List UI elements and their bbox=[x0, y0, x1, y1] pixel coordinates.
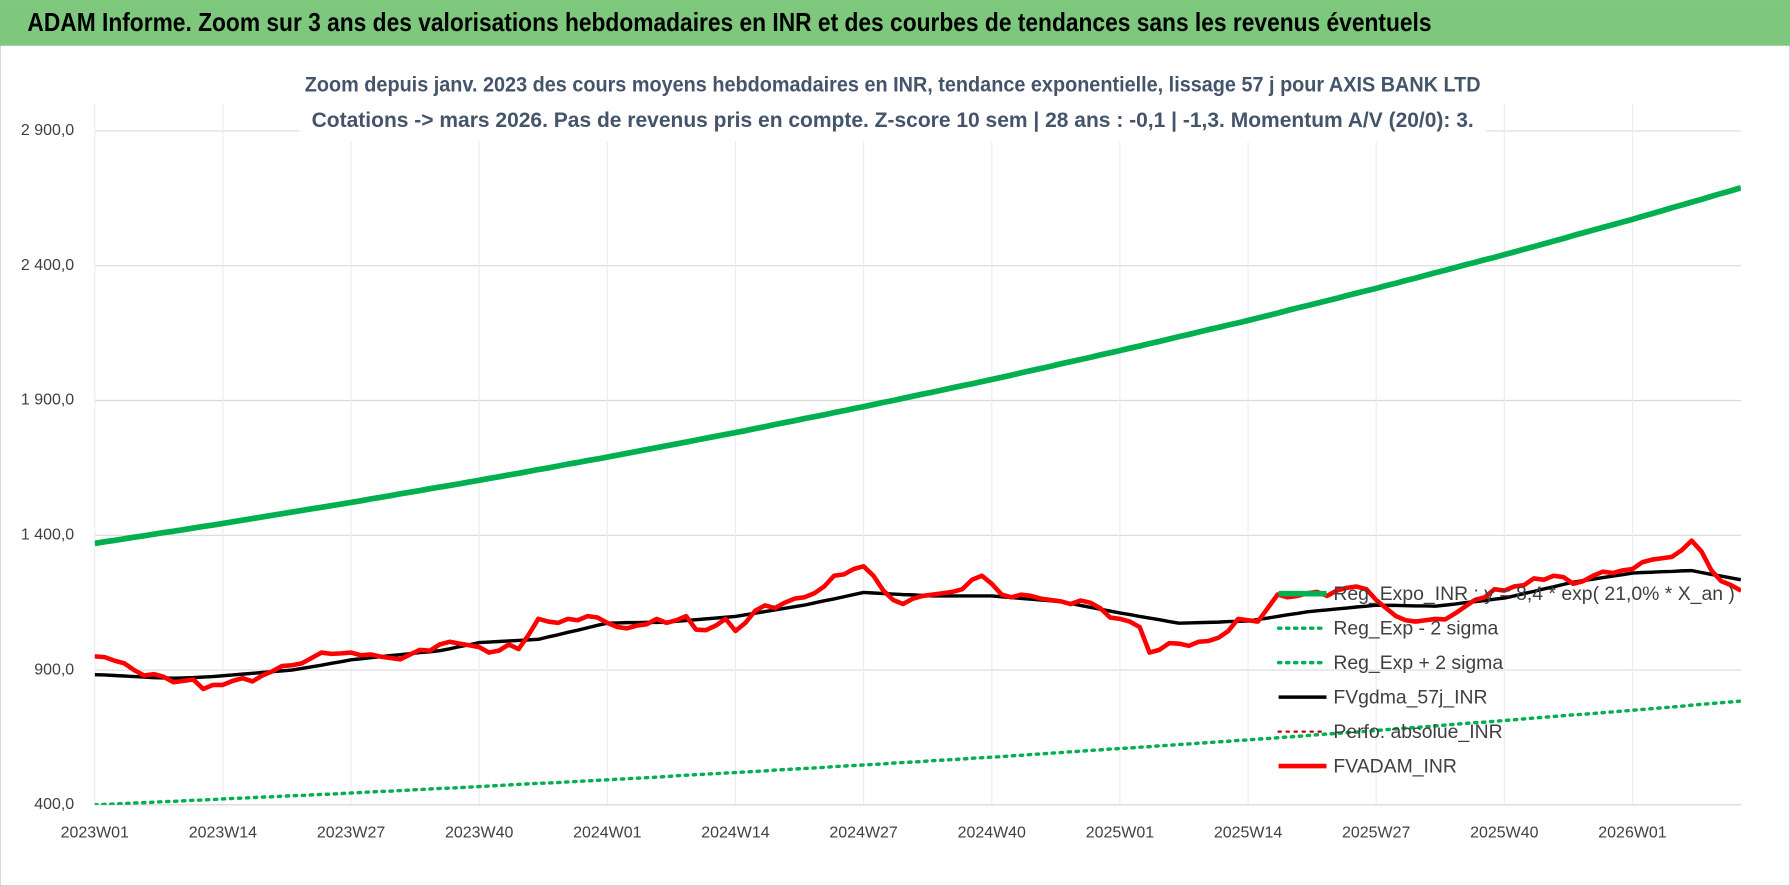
series-line bbox=[94, 699, 1741, 805]
y-tick-label: 2 900,0 bbox=[21, 122, 74, 139]
y-tick-label: 400,0 bbox=[34, 796, 74, 813]
y-tick-label: 900,0 bbox=[34, 661, 74, 678]
x-tick-label: 2025W14 bbox=[1214, 825, 1282, 842]
x-tick-label: 2026W01 bbox=[1598, 825, 1666, 842]
series-line bbox=[94, 185, 1741, 547]
x-tick-label: 2023W01 bbox=[61, 825, 129, 842]
subtitle-line: Zoom depuis janv. 2023 des cours moyens … bbox=[305, 71, 1481, 96]
series-line bbox=[94, 538, 1741, 692]
subtitle-line: Cotations -> mars 2026. Pas de revenus p… bbox=[312, 107, 1474, 132]
x-tick-label: 2023W14 bbox=[189, 825, 257, 842]
legend-label: Reg_Expo_INR : y = 8,4 * exp( 21,0% * X_… bbox=[1333, 583, 1735, 605]
legend-label: FVgdma_57j_INR bbox=[1333, 686, 1487, 708]
plot bbox=[94, 185, 1741, 805]
banner-title: ADAM Informe. Zoom sur 3 ans des valoris… bbox=[27, 7, 1431, 37]
x-tick-label: 2024W14 bbox=[701, 825, 769, 842]
y-tick-label: 1 900,0 bbox=[21, 392, 74, 409]
legend: Reg_Expo_INR : y = 8,4 * exp( 21,0% * X_… bbox=[1276, 583, 1735, 777]
x-tick-label: 2024W27 bbox=[829, 825, 897, 842]
x-tick-label: 2024W01 bbox=[573, 825, 641, 842]
grid: 400,0 900,0 1 400,0 1 900,0 2 400,0 2 900,0 20… bbox=[21, 103, 1741, 842]
x-tick-label: 2025W01 bbox=[1086, 825, 1154, 842]
y-tick-label: 1 400,0 bbox=[21, 527, 74, 544]
legend-label: Reg_Exp + 2 sigma bbox=[1333, 652, 1503, 674]
x-tick-label: 2024W40 bbox=[958, 825, 1026, 842]
x-tick-label: 2023W27 bbox=[317, 825, 385, 842]
legend-label: FVADAM_INR bbox=[1333, 755, 1457, 777]
x-tick-label: 2025W40 bbox=[1470, 825, 1538, 842]
x-tick-label: 2025W27 bbox=[1342, 825, 1410, 842]
subtitle-box bbox=[299, 66, 1487, 142]
legend-label: Perfo. absolue_INR bbox=[1333, 721, 1502, 743]
legend-label: Reg_Exp - 2 sigma bbox=[1333, 617, 1498, 639]
banner bbox=[0, 0, 1790, 46]
x-tick-label: 2023W40 bbox=[445, 825, 513, 842]
y-tick-label: 2 400,0 bbox=[21, 257, 74, 274]
